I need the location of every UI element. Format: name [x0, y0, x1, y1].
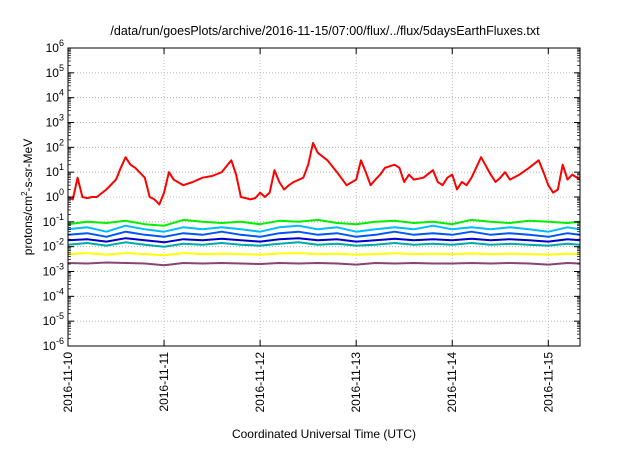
y-tick-label: 10-6	[43, 336, 64, 353]
y-tick-label: 10-5	[43, 311, 64, 328]
x-tick-label: 2016-11-11	[157, 352, 171, 412]
series-line-3	[67, 224, 581, 233]
series-line-6	[67, 237, 581, 244]
y-tick-label: 101	[46, 162, 64, 179]
y-tick-label: 106	[46, 38, 64, 55]
series-line-7	[67, 252, 581, 257]
svg-text:protons/cm2-s-sr-MeV: protons/cm2-s-sr-MeV	[20, 139, 35, 255]
y-tick-label: 10-4	[43, 286, 64, 303]
series-lines	[67, 142, 581, 267]
y-tick-label: 102	[46, 137, 64, 154]
y-tick-label: 104	[46, 88, 64, 105]
y-tick-label: 100	[46, 187, 64, 204]
y-tick-label: 10-3	[43, 262, 64, 279]
series-line-2	[67, 218, 581, 227]
y-axis-title-rest: -s-sr-MeV	[21, 139, 35, 192]
y-tick-label: 10-2	[43, 237, 64, 254]
x-tick-label: 2016-11-12	[253, 352, 267, 413]
y-tick-label: 10-1	[43, 212, 64, 229]
y-tick-label: 103	[46, 113, 64, 130]
series-line-8	[67, 261, 581, 267]
grid-lines	[68, 48, 580, 346]
y-axis-title-base: protons/cm	[21, 196, 35, 255]
series-line-1	[67, 142, 581, 206]
x-tick-label: 2016-11-13	[349, 352, 363, 413]
x-tick-label: 2016-11-15	[541, 352, 555, 413]
y-tick-label: 105	[46, 63, 64, 80]
series-line-4	[67, 230, 581, 238]
series-line-5	[67, 241, 581, 248]
axis-ticks: 106 105 104 103 102 101 100 10-1 10-2 10-3 10-4 10-…	[43, 38, 580, 413]
x-tick-label: 2016-11-14	[445, 352, 459, 413]
y-axis-title-sup: 2	[20, 191, 29, 196]
y-axis-title: protons/cm2-s-sr-MeV	[20, 139, 35, 255]
chart-title: /data/run/goesPlots/archive/2016-11-15/0…	[110, 24, 540, 38]
x-tick-label: 2016-11-10	[61, 352, 75, 413]
x-axis-title: Coordinated Universal Time (UTC)	[232, 427, 416, 441]
